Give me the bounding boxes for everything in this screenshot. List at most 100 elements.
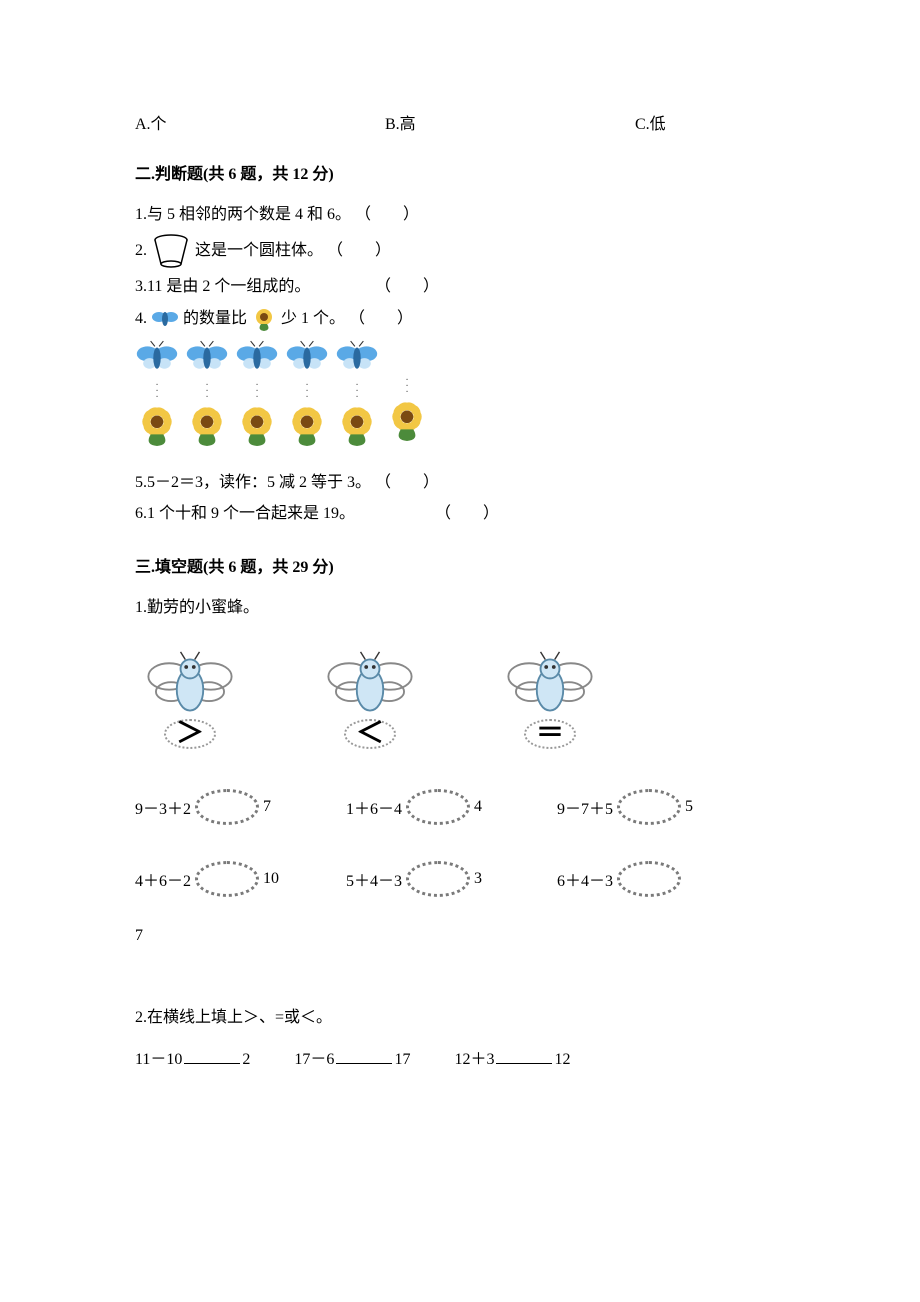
fill-cell: 12＋3 12 (454, 1045, 570, 1069)
cup-icon (151, 234, 191, 268)
butterfly-icon (285, 340, 329, 379)
loop-blank-icon (617, 861, 681, 897)
compare-left: 9－3＋2 (135, 795, 191, 819)
dots-icon: ··· (355, 383, 358, 401)
option-c: C.低 (635, 110, 666, 134)
butterfly-icon (151, 306, 179, 332)
fill-right: 17 (394, 1051, 410, 1069)
paren: （ ） (435, 501, 499, 527)
s2-q5: 5.5－2＝3，读作：5 减 2 等于 3。 （ ） (135, 470, 785, 496)
s2-q3-text: 3.11 是由 2 个一组成的。 (135, 274, 375, 300)
bee-unit: ＝ (495, 650, 605, 749)
fill-cell: 17－6 17 (294, 1045, 410, 1069)
section-2-heading: 二.判断题(共 6 题，共 12 分) (135, 160, 785, 184)
butterfly-icon (235, 340, 279, 379)
s2-q6-text: 6.1 个十和 9 个一合起来是 19。 (135, 501, 435, 527)
bee-unit: ＜ (315, 650, 425, 749)
loop-blank-icon (195, 861, 259, 897)
fill-right: 2 (242, 1051, 250, 1069)
option-a: A.个 (135, 110, 385, 134)
loop-blank-icon (617, 789, 681, 825)
compare-cell: 5＋4－3 3 (346, 861, 521, 897)
s3-q1-title: 1.勤劳的小蜜蜂。 (135, 595, 785, 621)
butterfly-icon (335, 340, 379, 379)
section-3-heading: 三.填空题(共 6 题，共 29 分) (135, 553, 785, 577)
s2-q4: 4. 的数量比 少 1 个。 （ ） (135, 305, 785, 331)
compare-left: 4＋6－2 (135, 867, 191, 891)
s2-q4-figure: ··· ··· ··· (135, 340, 785, 452)
compare-cell: 1＋6－4 4 (346, 789, 521, 825)
dots-icon: ··· (405, 378, 408, 396)
bee-icon (320, 650, 420, 725)
s2-q1-text: 1.与 5 相邻的两个数是 4 和 6。 (135, 206, 351, 223)
pair-col: ··· (385, 340, 429, 452)
dots-icon: ··· (155, 383, 158, 401)
compare-left: 9－7＋5 (557, 795, 613, 819)
loop-blank-icon (406, 789, 470, 825)
compare-left: 5＋4－3 (346, 867, 402, 891)
s2-q5-text: 5.5－2＝3，读作：5 减 2 等于 3。 (135, 474, 371, 491)
blank-line (184, 1047, 240, 1064)
dots-icon: ··· (255, 383, 258, 401)
blank-line (336, 1047, 392, 1064)
sunflower-icon (135, 405, 179, 452)
fill-right: 12 (554, 1051, 570, 1069)
sunflower-icon (251, 305, 277, 331)
compare-cell: 9－7＋5 5 (557, 789, 732, 825)
s2-q4-mid: 的数量比 (183, 306, 247, 332)
compare-right: 3 (474, 870, 482, 888)
s2-q4-post: 少 1 个。 (281, 306, 345, 332)
s2-q1: 1.与 5 相邻的两个数是 4 和 6。 （ ） (135, 202, 785, 228)
compare-cell: 6＋4－3 (557, 861, 732, 897)
compare-right: 7 (263, 798, 271, 816)
butterfly-icon (385, 340, 429, 374)
s3-q2-title: 2.在横线上填上＞、=或＜。 (135, 1005, 785, 1031)
sunflower-icon (235, 405, 279, 452)
fill-left: 17－6 (294, 1045, 334, 1069)
loop-blank-icon (406, 861, 470, 897)
sunflower-icon (385, 400, 429, 447)
blank-line (496, 1047, 552, 1064)
bee-icon (500, 650, 600, 725)
pair-col: ··· (285, 340, 329, 452)
compare-right: 4 (474, 798, 482, 816)
page: A.个 B.高 C.低 二.判断题(共 6 题，共 12 分) 1.与 5 相邻… (0, 0, 920, 1129)
compare-leftover: 7 (135, 927, 785, 945)
pair-col: ··· (135, 340, 179, 452)
s2-q6: 6.1 个十和 9 个一合起来是 19。 （ ） (135, 501, 785, 527)
compare-left: 6＋4－3 (557, 867, 613, 891)
bee-row: ＞ ＜ ＝ (135, 650, 785, 749)
compare-left: 1＋6－4 (346, 795, 402, 819)
loop-blank-icon (195, 789, 259, 825)
s2-q2-post: 这是一个圆柱体。 (195, 238, 323, 264)
bee-sign: ＝ (524, 719, 576, 749)
pair-col: ··· (185, 340, 229, 452)
bee-icon (140, 650, 240, 725)
bee-unit: ＞ (135, 650, 245, 749)
compare-cell: 4＋6－2 10 (135, 861, 310, 897)
bee-sign: ＞ (164, 719, 216, 749)
paren: （ ） (375, 470, 439, 496)
bee-sign: ＜ (344, 719, 396, 749)
pair-col: ··· (335, 340, 379, 452)
sunflower-icon (285, 405, 329, 452)
fill-left: 12＋3 (454, 1045, 494, 1069)
pair-row: ··· ··· ··· (135, 340, 785, 452)
compare-right: 5 (685, 798, 693, 816)
sunflower-icon (335, 405, 379, 452)
s2-q2-pre: 2. (135, 238, 147, 264)
option-row: A.个 B.高 C.低 (135, 110, 785, 134)
compare-grid: 9－3＋2 7 1＋6－4 4 9－7＋5 5 4＋6－2 10 5＋4－3 3… (135, 789, 785, 897)
paren: （ ） (327, 238, 391, 264)
option-b: B.高 (385, 110, 635, 134)
butterfly-icon (185, 340, 229, 379)
butterfly-icon (135, 340, 179, 379)
s2-q4-pre: 4. (135, 306, 147, 332)
paren: （ ） (375, 274, 439, 300)
compare-cell: 9－3＋2 7 (135, 789, 310, 825)
paren: （ ） (355, 202, 419, 228)
paren: （ ） (349, 306, 413, 332)
compare-right: 10 (263, 870, 279, 888)
fill-cell: 11－10 2 (135, 1045, 250, 1069)
fill-row: 11－10 2 17－6 17 12＋3 12 (135, 1045, 785, 1069)
